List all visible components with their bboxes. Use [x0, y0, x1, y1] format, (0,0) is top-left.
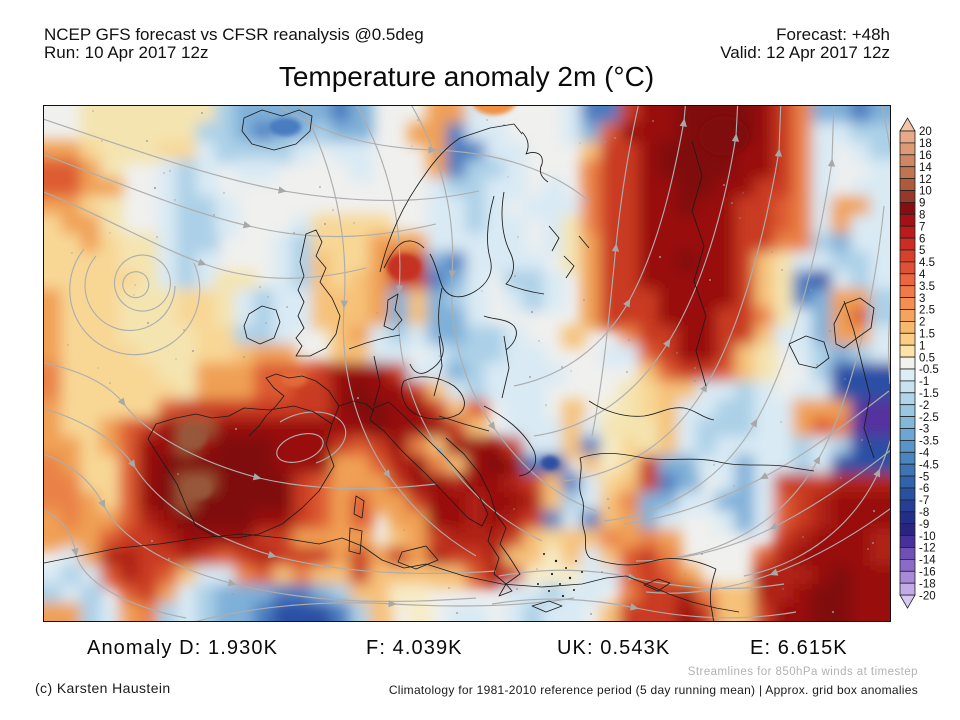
svg-text:-6: -6 — [919, 483, 929, 495]
svg-text:6: 6 — [919, 233, 925, 245]
svg-text:12: 12 — [919, 174, 932, 186]
svg-text:-4: -4 — [919, 448, 930, 460]
svg-text:10: 10 — [919, 186, 932, 198]
svg-text:3.5: 3.5 — [919, 281, 935, 293]
svg-text:-12: -12 — [919, 543, 936, 555]
svg-text:7: 7 — [919, 221, 925, 233]
svg-text:4.5: 4.5 — [919, 257, 935, 269]
svg-text:3: 3 — [919, 293, 925, 305]
svg-text:-2.5: -2.5 — [919, 412, 939, 424]
svg-text:5: 5 — [919, 245, 925, 257]
svg-text:-0.5: -0.5 — [919, 364, 939, 376]
svg-text:4: 4 — [919, 269, 926, 281]
svg-text:-1.5: -1.5 — [919, 388, 939, 400]
svg-text:-16: -16 — [919, 567, 936, 579]
svg-text:9: 9 — [919, 198, 925, 210]
svg-text:-14: -14 — [919, 555, 936, 567]
svg-text:0.5: 0.5 — [919, 352, 935, 364]
svg-text:1.5: 1.5 — [919, 329, 935, 341]
svg-text:-8: -8 — [919, 507, 929, 519]
svg-text:-1: -1 — [919, 376, 929, 388]
svg-text:1: 1 — [919, 340, 925, 352]
svg-text:-4.5: -4.5 — [919, 459, 939, 471]
svg-text:-10: -10 — [919, 531, 936, 543]
svg-text:18: 18 — [919, 138, 932, 150]
svg-text:14: 14 — [919, 162, 932, 174]
svg-text:2: 2 — [919, 317, 925, 329]
svg-text:-18: -18 — [919, 578, 936, 590]
svg-text:-3: -3 — [919, 424, 929, 436]
svg-text:2.5: 2.5 — [919, 305, 935, 317]
svg-text:-9: -9 — [919, 519, 929, 531]
svg-text:-2: -2 — [919, 400, 929, 412]
svg-text:8: 8 — [919, 210, 925, 222]
svg-text:16: 16 — [919, 150, 932, 162]
svg-text:20: 20 — [919, 126, 932, 138]
svg-text:-20: -20 — [919, 590, 936, 602]
svg-text:-5: -5 — [919, 471, 929, 483]
svg-text:-3.5: -3.5 — [919, 436, 939, 448]
svg-text:-7: -7 — [919, 495, 929, 507]
